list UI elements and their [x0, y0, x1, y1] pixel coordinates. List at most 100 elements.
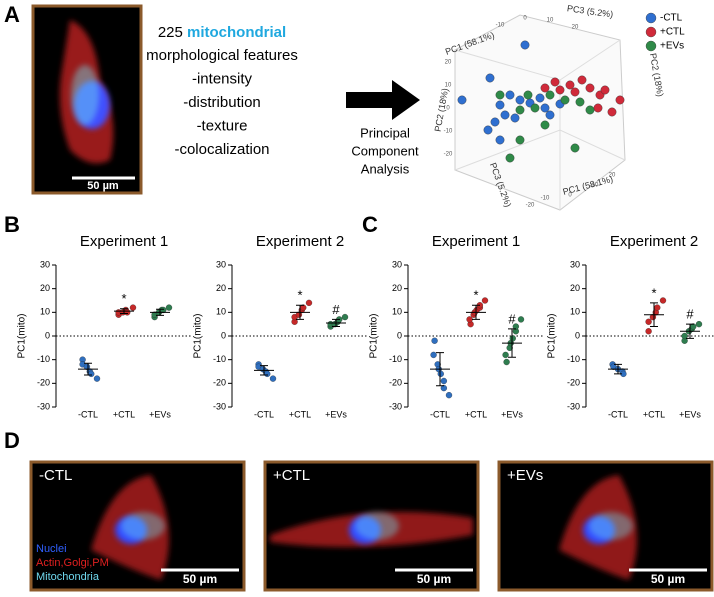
legend-label: +EVs — [660, 41, 684, 52]
pca-point — [483, 125, 493, 135]
pca-point — [545, 90, 555, 100]
y-tick-label: 10 — [392, 307, 402, 317]
arrow-label: Analysis — [361, 161, 410, 176]
pca-tick-label: 0 — [568, 193, 572, 199]
y-tick-label: -20 — [37, 378, 50, 388]
y-tick-label: -30 — [389, 401, 402, 411]
y-tick-label: 30 — [216, 259, 226, 269]
x-tick-label: -CTL — [78, 409, 98, 419]
pca-point — [495, 135, 505, 145]
y-tick-label: 20 — [570, 283, 580, 293]
pca-point — [585, 105, 595, 115]
pca-point — [485, 73, 495, 83]
image-label: +CTL — [273, 467, 310, 484]
panel-letter: B — [4, 212, 20, 237]
channel-label: Mitochondria — [36, 571, 100, 583]
data-point — [466, 316, 473, 323]
chart-title: Experiment 2 — [256, 233, 344, 250]
pca-point — [555, 85, 565, 95]
y-tick-label: 0 — [575, 330, 580, 340]
scale-bar-label: 50 µm — [183, 572, 217, 586]
pca-point — [495, 90, 505, 100]
data-point — [517, 316, 525, 323]
data-point — [430, 351, 437, 359]
x-tick-label: -CTL — [608, 409, 628, 419]
pca-axis-label: PC3 (5.2%) — [566, 3, 613, 19]
y-tick-label: -20 — [389, 378, 402, 388]
x-tick-label: +CTL — [113, 409, 135, 419]
y-tick-label: -10 — [567, 354, 580, 364]
x-tick-label: +EVs — [501, 409, 523, 419]
pca-tick-label: 20 — [445, 60, 452, 66]
pca-point — [593, 103, 603, 113]
pca-point — [490, 117, 500, 127]
y-tick-label: -30 — [213, 401, 226, 411]
sd-bar — [84, 362, 92, 376]
scale-bar-label: 50 µm — [417, 572, 451, 586]
pca-tick-label: -20 — [526, 203, 535, 209]
feature-line: -distribution — [183, 94, 261, 111]
data-point — [509, 335, 516, 342]
data-point — [681, 332, 688, 340]
sd-bar — [614, 363, 622, 375]
scale-bar-label: 50 µm — [87, 180, 119, 192]
legend-swatch — [645, 40, 657, 52]
panel-letter: A — [4, 2, 20, 27]
y-tick-label: 30 — [392, 259, 402, 269]
data-point — [129, 304, 137, 311]
x-tick-label: -CTL — [254, 409, 274, 419]
pca-point — [523, 90, 533, 100]
feature-line: -intensity — [192, 70, 253, 87]
x-tick-label: +EVs — [149, 409, 171, 419]
sd-bar — [156, 308, 164, 316]
pca-tick-label: 20 — [572, 25, 579, 31]
pca-point — [550, 77, 560, 87]
significance-mark: * — [651, 285, 656, 300]
pca-point — [570, 87, 580, 97]
y-tick-label: -30 — [567, 401, 580, 411]
significance-mark: # — [508, 311, 516, 326]
cell-image: 50 µm — [31, 4, 143, 195]
pca-point — [585, 83, 595, 93]
y-tick-label: -10 — [389, 354, 402, 364]
y-tick-label: 20 — [392, 283, 402, 293]
y-tick-label: -10 — [37, 354, 50, 364]
pca-point — [540, 120, 550, 130]
pca-point — [545, 110, 555, 120]
data-point — [645, 318, 652, 325]
feature-line: morphological features — [146, 47, 298, 64]
data-point — [440, 384, 448, 392]
pca-point — [575, 97, 585, 107]
panel-letter: D — [4, 428, 20, 453]
x-tick-label: -CTL — [430, 409, 450, 419]
data-point — [512, 323, 520, 330]
pca-point — [607, 107, 617, 117]
y-tick-label: 20 — [216, 283, 226, 293]
chart-title: Experiment 1 — [80, 233, 168, 250]
y-axis-label: PC1(mito) — [193, 313, 204, 358]
y-tick-label: 0 — [221, 330, 226, 340]
pca-point — [535, 93, 545, 103]
data-point — [440, 377, 448, 385]
scale-bar-label: 50 µm — [651, 572, 685, 586]
pca-point — [505, 153, 515, 163]
panel-letter: C — [362, 212, 378, 237]
pca-point — [570, 143, 580, 153]
pca-tick-label: -10 — [541, 196, 550, 202]
data-point — [305, 299, 313, 307]
pca-point — [565, 80, 575, 90]
features-count: 225 — [158, 24, 183, 41]
pca-point — [510, 113, 520, 123]
image-label: +EVs — [507, 467, 543, 484]
data-point — [437, 370, 444, 378]
sd-bar — [472, 304, 480, 320]
pca-point — [577, 75, 587, 85]
features-title: 225 mitochondrial — [158, 24, 286, 41]
pca-point — [600, 85, 610, 95]
y-axis-label: PC1(mito) — [369, 313, 380, 358]
y-tick-label: -20 — [567, 378, 580, 388]
data-point — [93, 375, 101, 382]
x-tick-label: +CTL — [465, 409, 487, 419]
pca-tick-label: 10 — [547, 18, 554, 24]
